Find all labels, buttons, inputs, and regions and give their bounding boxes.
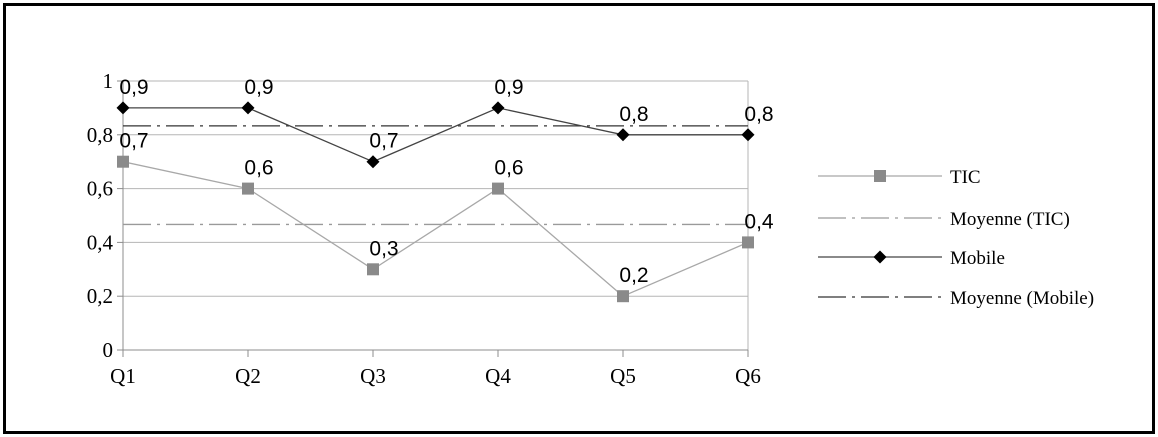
data-label-tic: 0,6 xyxy=(244,157,273,180)
data-point-tic xyxy=(617,290,629,303)
x-tick-label: Q1 xyxy=(110,364,136,388)
x-tick-label: Q2 xyxy=(235,364,261,388)
data-label-mobile: 0,9 xyxy=(119,76,148,99)
average-lines xyxy=(123,125,748,226)
data-labels: 0,7 0,6 0,3 0,6 0,2 0,4 0,9 0,9 0,7 0,9 0,8 0,8 xyxy=(119,76,774,287)
legend-marker xyxy=(874,170,886,182)
axes: 0 0,2 0,4 0,6 0,8 1 Q1 Q2 Q3 Q4 Q5 Q6 xyxy=(87,69,761,388)
data-point-tic xyxy=(117,155,129,168)
data-point-mobile xyxy=(741,128,755,142)
y-tick-label: 0,2 xyxy=(87,284,113,308)
legend-label: Mobile xyxy=(950,248,1005,269)
data-point-tic xyxy=(742,236,754,249)
series-lines xyxy=(116,101,755,303)
y-tick-label: 0,4 xyxy=(87,230,114,254)
legend: TIC Moyenne (TIC) Mobile Moyenne (Mobile) xyxy=(818,167,1094,309)
data-point-mobile xyxy=(616,128,630,142)
y-tick-label: 0,8 xyxy=(87,123,113,147)
y-tick-label: 0,6 xyxy=(87,177,113,201)
data-point-tic xyxy=(367,263,379,276)
data-point-mobile xyxy=(491,101,505,115)
data-point-mobile xyxy=(116,101,130,115)
legend-marker xyxy=(873,250,887,264)
x-tick-label: Q4 xyxy=(485,364,511,388)
data-label-tic: 0,2 xyxy=(619,264,648,287)
data-label-mobile: 0,7 xyxy=(369,130,398,153)
data-label-mobile: 0,9 xyxy=(494,76,523,99)
x-tick-label: Q6 xyxy=(735,364,761,388)
gridlines xyxy=(123,80,749,350)
data-label-mobile: 0,8 xyxy=(619,103,648,126)
legend-label: Moyenne (TIC) xyxy=(950,209,1070,230)
series-line-tic xyxy=(122,161,749,297)
data-point-mobile xyxy=(366,155,380,169)
data-label-mobile: 0,9 xyxy=(244,76,273,99)
chart-frame: 0 0,2 0,4 0,6 0,8 1 Q1 Q2 Q3 Q4 Q5 Q6 0,7 0,6 0,3 0,6 0… xyxy=(3,3,1155,434)
series-line-mobile xyxy=(123,107,748,163)
data-label-tic: 0,3 xyxy=(369,237,398,260)
legend-label: Moyenne (Mobile) xyxy=(950,288,1094,309)
data-point-tic xyxy=(492,182,504,195)
data-label-tic: 0,6 xyxy=(494,157,523,180)
x-tick-label: Q3 xyxy=(360,364,386,388)
data-label-tic: 0,7 xyxy=(119,130,148,153)
legend-label: TIC xyxy=(950,167,981,188)
data-label-mobile: 0,8 xyxy=(744,103,773,126)
y-tick-label: 1 xyxy=(103,69,114,93)
data-label-tic: 0,4 xyxy=(744,210,774,233)
x-tick-label: Q5 xyxy=(610,364,636,388)
data-point-tic xyxy=(242,182,254,195)
y-tick-label: 0 xyxy=(103,338,114,362)
data-point-mobile xyxy=(241,101,255,115)
